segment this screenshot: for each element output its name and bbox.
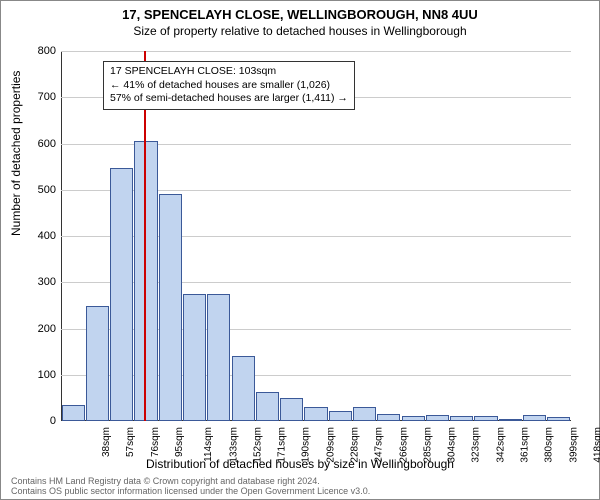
x-tick-label: 209sqm	[325, 427, 336, 463]
y-tick-label: 0	[26, 415, 56, 427]
x-tick-label: 418sqm	[592, 427, 600, 463]
histogram-bar	[304, 407, 327, 421]
y-axis-label: Number of detached properties	[9, 71, 23, 236]
x-tick-label: 266sqm	[398, 427, 409, 463]
histogram-bar	[426, 415, 449, 421]
x-tick-label: 38sqm	[101, 427, 112, 457]
x-tick-label: 190sqm	[301, 427, 312, 463]
histogram-bar	[450, 416, 473, 421]
histogram-bar	[256, 392, 279, 421]
y-tick-label: 600	[26, 138, 56, 150]
histogram-bar	[232, 356, 255, 421]
x-tick-label: 114sqm	[203, 427, 214, 462]
x-tick-label: 361sqm	[520, 427, 531, 463]
histogram-bar	[207, 294, 230, 421]
x-tick-label: 342sqm	[495, 427, 506, 463]
histogram-bar	[110, 168, 133, 421]
y-tick-label: 500	[26, 184, 56, 196]
chart-container: 17, SPENCELAYH CLOSE, WELLINGBOROUGH, NN…	[0, 0, 600, 500]
histogram-bar	[159, 194, 182, 421]
histogram-bar	[377, 414, 400, 421]
annotation-line2: ← 41% of detached houses are smaller (1,…	[110, 79, 330, 91]
x-tick-label: 76sqm	[150, 427, 161, 457]
copyright-text: Contains HM Land Registry data © Crown c…	[11, 477, 370, 497]
grid-line	[61, 51, 571, 52]
histogram-bar	[499, 419, 522, 421]
y-tick-label: 100	[26, 369, 56, 381]
title-main: 17, SPENCELAYH CLOSE, WELLINGBOROUGH, NN…	[1, 7, 599, 22]
x-tick-label: 57sqm	[125, 427, 136, 457]
x-tick-label: 247sqm	[374, 427, 385, 463]
plot-area: 17 SPENCELAYH CLOSE: 103sqm ← 41% of deta…	[61, 51, 571, 421]
histogram-bar	[402, 416, 425, 421]
copyright-line2: Contains OS public sector information li…	[11, 486, 370, 496]
histogram-bar	[523, 415, 546, 421]
x-tick-label: 228sqm	[350, 427, 361, 463]
histogram-bar	[86, 306, 109, 421]
x-tick-label: 399sqm	[568, 427, 579, 463]
y-tick-label: 400	[26, 230, 56, 242]
annotation-line3: 57% of semi-detached houses are larger (…	[110, 92, 348, 104]
title-sub: Size of property relative to detached ho…	[1, 24, 599, 38]
histogram-bar	[547, 417, 570, 421]
y-tick-label: 300	[26, 276, 56, 288]
x-tick-label: 95sqm	[174, 427, 185, 457]
histogram-bar	[280, 398, 303, 421]
histogram-bar	[329, 411, 352, 421]
annotation-line1: 17 SPENCELAYH CLOSE: 103sqm	[110, 65, 276, 77]
x-tick-label: 171sqm	[277, 427, 288, 463]
x-tick-label: 304sqm	[447, 427, 458, 463]
x-tick-label: 380sqm	[544, 427, 555, 463]
x-tick-label: 323sqm	[471, 427, 482, 463]
histogram-bar	[183, 294, 206, 421]
histogram-bar	[62, 405, 85, 421]
y-tick-label: 200	[26, 323, 56, 335]
annotation-box: 17 SPENCELAYH CLOSE: 103sqm ← 41% of deta…	[103, 61, 355, 110]
y-tick-label: 800	[26, 45, 56, 57]
histogram-bar	[474, 416, 497, 421]
x-tick-label: 285sqm	[422, 427, 433, 463]
histogram-bar	[353, 407, 376, 421]
x-tick-label: 133sqm	[228, 427, 239, 463]
y-tick-label: 700	[26, 91, 56, 103]
x-tick-label: 152sqm	[252, 427, 263, 463]
copyright-line1: Contains HM Land Registry data © Crown c…	[11, 476, 320, 486]
